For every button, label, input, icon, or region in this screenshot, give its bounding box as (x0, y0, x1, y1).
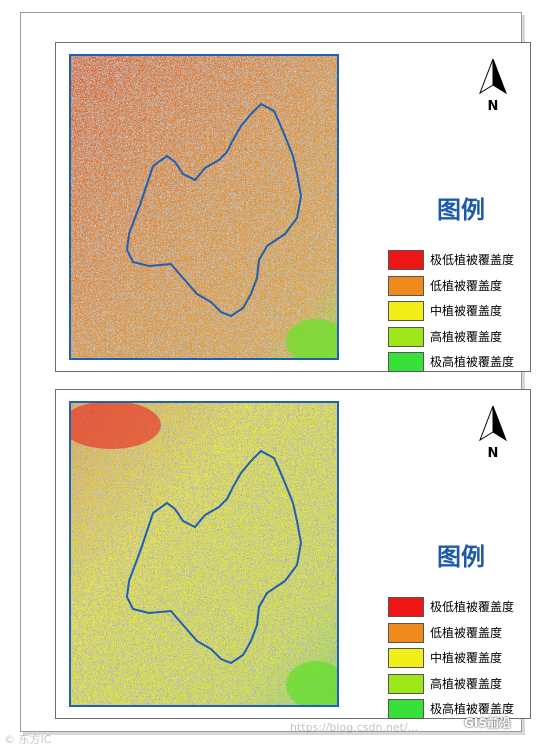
legend-item-very-low: 极低植被覆盖度 (388, 248, 528, 274)
legend-label: 高植被覆盖度 (430, 329, 503, 344)
legend-label: 中植被覆盖度 (430, 304, 503, 318)
legend-label: 极高植被覆盖度 (430, 702, 515, 716)
legend-label: 低植被覆盖度 (430, 625, 503, 640)
legend-item-low: 低植被覆盖度 (388, 274, 528, 300)
legend-swatch (388, 301, 424, 321)
north-arrow: N (476, 404, 510, 464)
legend-label: 极高植被覆盖度 (430, 355, 515, 369)
legend-item-high: 高植被覆盖度 (388, 672, 528, 698)
north-arrow: N (476, 57, 510, 117)
legend-title: 图例 (437, 542, 485, 571)
study-area-boundary-1 (125, 102, 303, 318)
legend-label: 中植被覆盖度 (430, 651, 503, 665)
vegetation-coverage-map-2 (69, 401, 339, 707)
legend-title: 图例 (437, 195, 485, 224)
legend-item-high: 高植被覆盖度 (388, 325, 528, 351)
legend-item-very-low: 极低植被覆盖度 (388, 595, 528, 621)
map-2-green-speckle (71, 403, 337, 705)
legend-label: 高植被覆盖度 (430, 676, 503, 691)
map-2-red-patch (71, 403, 161, 449)
legend: 极低植被覆盖度 低植被覆盖度 中植被覆盖度 高植被覆盖度 极高植被覆盖度 (388, 595, 528, 723)
legend-item-very-high: 极高植被覆盖度 (388, 350, 528, 376)
watermark-brand: GIS前沿 (464, 716, 511, 730)
legend-swatch (388, 622, 424, 643)
map-frame-1: N 图例 极低植被覆盖度 低植被覆盖度 中植被覆盖度 高植被覆盖度 极高植 (55, 42, 531, 372)
watermark-left: © 东方IC (4, 733, 52, 746)
watermark-url: https://blog.csdn.net/... (290, 721, 419, 734)
legend-item-very-high: 极高植被覆盖度 (388, 697, 528, 723)
north-label: N (487, 446, 499, 461)
legend-item-medium: 中植被覆盖度 (388, 299, 528, 325)
north-arrow-icon (479, 405, 507, 442)
raster-map-2 (71, 403, 337, 705)
study-area-boundary-2 (125, 449, 303, 665)
legend-swatch (388, 326, 424, 347)
north-arrow-icon (479, 58, 507, 95)
legend-label: 极低植被覆盖度 (430, 253, 515, 267)
raster-map-1 (71, 56, 337, 358)
legend-swatch (388, 699, 424, 719)
map-frame-2: N 图例 极低植被覆盖度 低植被覆盖度 中植被覆盖度 高植被覆盖度 极高植 (55, 389, 531, 719)
legend-swatch (388, 275, 424, 296)
legend-swatch (388, 673, 424, 694)
legend: 极低植被覆盖度 低植被覆盖度 中植被覆盖度 高植被覆盖度 极高植被覆盖度 (388, 248, 528, 376)
map-1-yellow-speckle (71, 56, 337, 358)
legend-label: 极低植被覆盖度 (430, 600, 515, 614)
legend-swatch (388, 352, 424, 372)
legend-swatch (388, 250, 424, 270)
legend-item-low: 低植被覆盖度 (388, 621, 528, 647)
legend-label: 低植被覆盖度 (430, 278, 503, 293)
legend-swatch (388, 648, 424, 668)
north-label: N (487, 99, 499, 114)
map-2-green-patch (286, 661, 337, 705)
vegetation-coverage-map-1 (69, 54, 339, 360)
layout-page: N 图例 极低植被覆盖度 低植被覆盖度 中植被覆盖度 高植被覆盖度 极高植 (20, 12, 531, 732)
legend-item-medium: 中植被覆盖度 (388, 646, 528, 672)
map-1-green-patch (286, 319, 337, 358)
legend-swatch (388, 597, 424, 617)
